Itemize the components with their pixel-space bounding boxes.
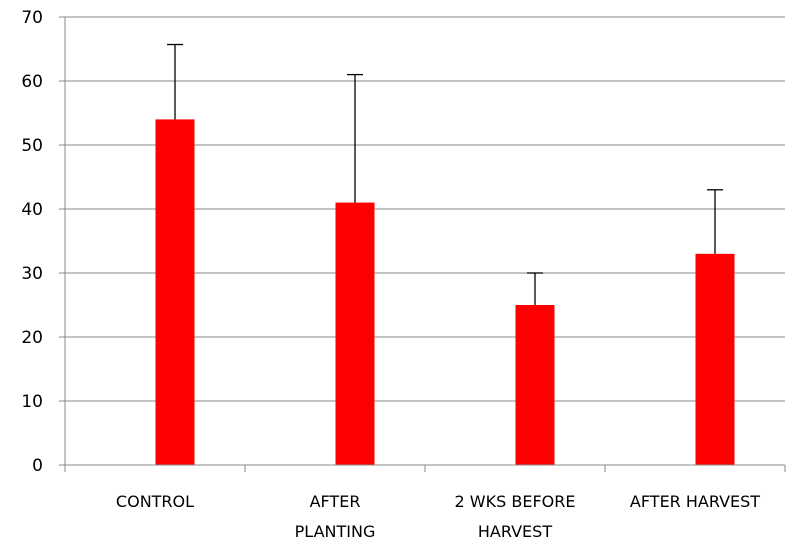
error-bars xyxy=(167,43,723,305)
bar xyxy=(155,119,195,466)
x-category-label: AFTER HARVEST xyxy=(630,492,760,511)
y-tick-label: 70 xyxy=(21,8,43,28)
x-axis-category-labels: CONTROL AFTER PLANTING 2 WKS BEFORE HARVEST A… xyxy=(116,492,760,541)
bar xyxy=(695,253,735,465)
y-tick-label: 20 xyxy=(21,328,43,348)
y-tick-label: 0 xyxy=(32,456,43,476)
x-category-label: CONTROL xyxy=(116,492,194,511)
y-axis-tick-labels: 0 10 20 30 40 50 60 70 xyxy=(21,8,43,476)
y-tick-label: 40 xyxy=(21,200,43,220)
axes xyxy=(59,16,786,472)
y-tick-label: 10 xyxy=(21,392,43,412)
x-category-label: 2 WKS BEFORE HARVEST xyxy=(455,492,576,541)
x-category-label: AFTER PLANTING xyxy=(295,492,376,541)
y-tick-label: 50 xyxy=(21,136,43,156)
y-tick-label: 60 xyxy=(21,72,43,92)
bar xyxy=(515,305,555,465)
bars xyxy=(155,119,735,466)
y-tick-label: 30 xyxy=(21,264,43,284)
bar xyxy=(335,202,375,465)
